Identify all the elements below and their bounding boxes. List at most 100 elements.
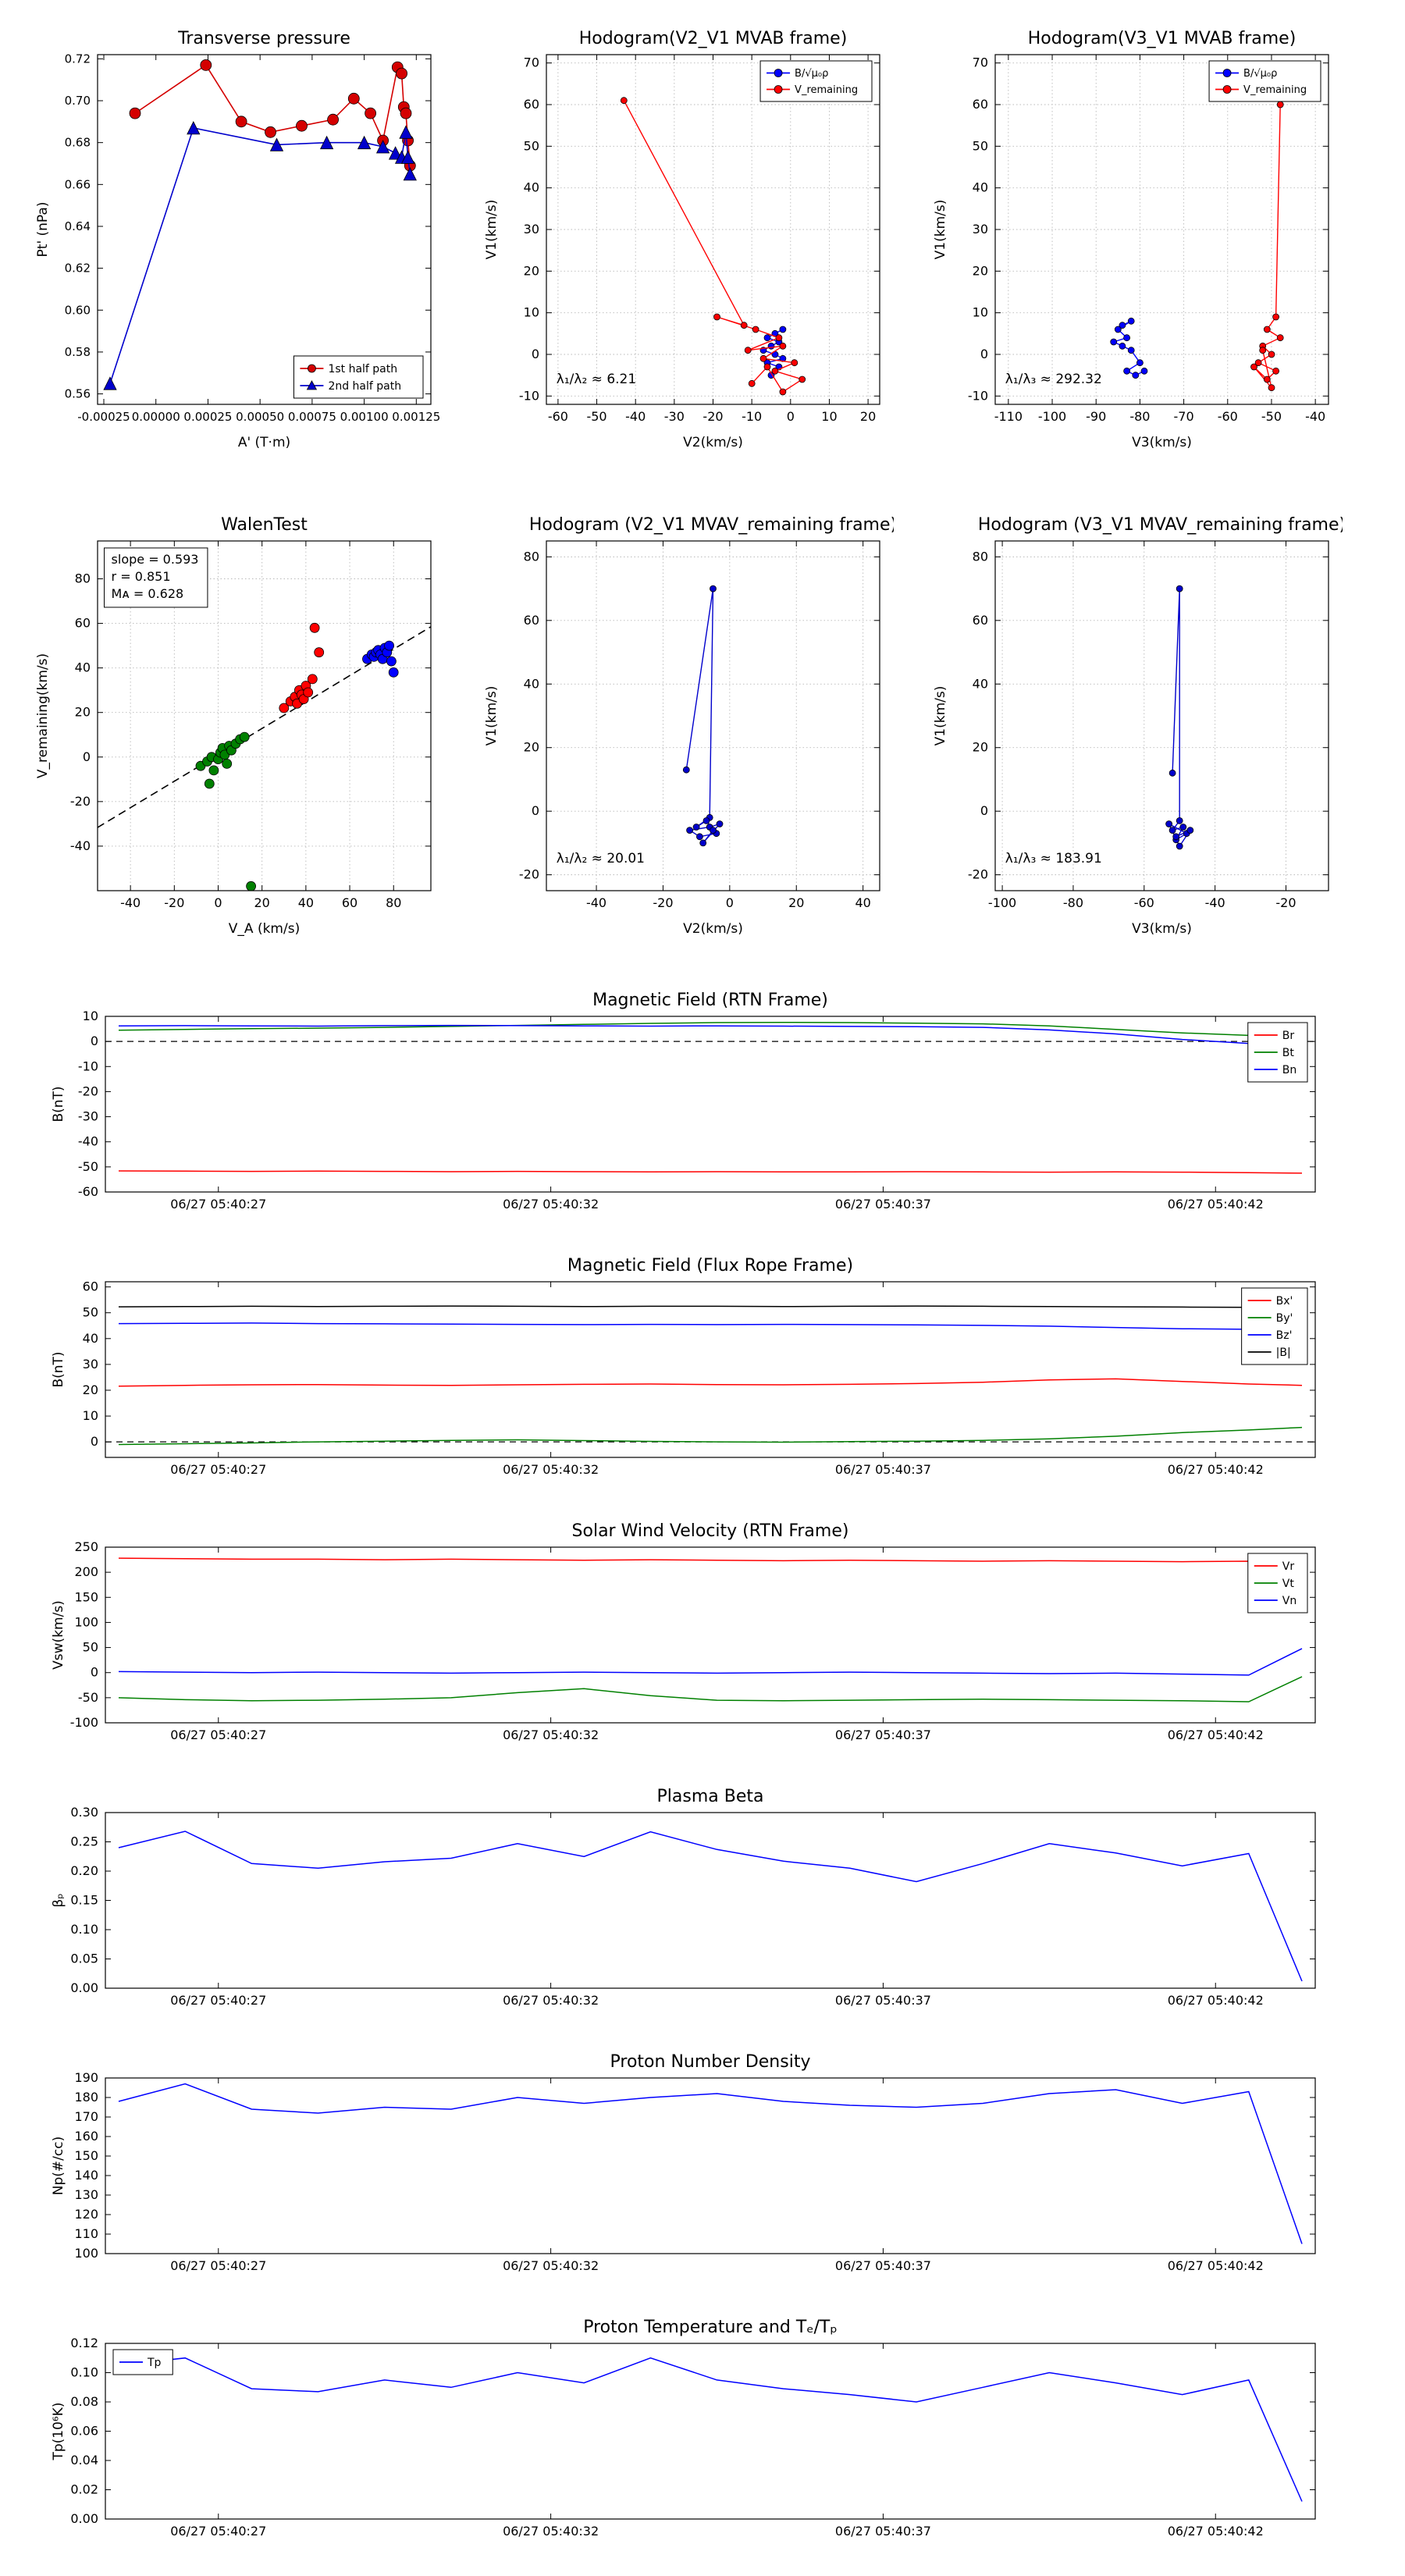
svg-text:50: 50	[524, 138, 539, 153]
svg-text:0.58: 0.58	[65, 345, 91, 359]
svg-text:20: 20	[75, 705, 91, 720]
svg-text:06/27 05:40:32: 06/27 05:40:32	[503, 1462, 599, 1477]
svg-text:0.00125: 0.00125	[392, 410, 440, 424]
svg-text:-110: -110	[994, 409, 1023, 424]
svg-text:-20: -20	[968, 867, 988, 882]
svg-text:-70: -70	[1174, 409, 1194, 424]
svg-text:0.70: 0.70	[65, 94, 91, 108]
svg-text:-100: -100	[988, 895, 1016, 910]
svg-text:V3(km/s): V3(km/s)	[1132, 921, 1192, 937]
svg-text:-80: -80	[1063, 895, 1083, 910]
svg-text:0: 0	[532, 803, 539, 818]
svg-text:Bt: Bt	[1282, 1047, 1295, 1059]
svg-text:0.25: 0.25	[70, 1834, 98, 1849]
svg-text:06/27 05:40:37: 06/27 05:40:37	[835, 2258, 931, 2273]
svg-text:0: 0	[726, 895, 734, 910]
svg-text:V1(km/s): V1(km/s)	[933, 686, 948, 746]
svg-text:0: 0	[787, 409, 795, 424]
svg-text:Vsw(km/s): Vsw(km/s)	[51, 1600, 66, 1670]
svg-text:60: 60	[973, 613, 988, 628]
svg-text:0.00050: 0.00050	[236, 410, 284, 424]
svg-text:0.02: 0.02	[70, 2482, 98, 2497]
svg-text:-40: -40	[1205, 895, 1225, 910]
svg-text:06/27 05:40:37: 06/27 05:40:37	[835, 2524, 931, 2539]
svg-text:-60: -60	[548, 409, 568, 424]
svg-text:-40: -40	[78, 1134, 98, 1149]
svg-text:V_remaining: V_remaining	[795, 84, 858, 96]
svg-text:130: 130	[74, 2187, 98, 2202]
svg-text:λ₁/λ₃ ≈ 183.91: λ₁/λ₃ ≈ 183.91	[1005, 851, 1102, 866]
svg-text:Tp(10⁶K): Tp(10⁶K)	[51, 2402, 66, 2460]
svg-text:40: 40	[855, 895, 870, 910]
svg-text:100: 100	[74, 2246, 98, 2261]
svg-text:V2(km/s): V2(km/s)	[683, 921, 743, 937]
svg-text:60: 60	[524, 97, 539, 112]
svg-text:-10: -10	[742, 409, 762, 424]
svg-text:120: 120	[74, 2207, 98, 2222]
svg-text:0: 0	[980, 347, 988, 361]
svg-text:-100: -100	[1038, 409, 1066, 424]
svg-text:20: 20	[973, 740, 988, 755]
svg-text:30: 30	[973, 222, 988, 237]
svg-text:-20: -20	[519, 867, 539, 882]
svg-text:0: 0	[980, 803, 988, 818]
svg-text:0: 0	[83, 749, 91, 764]
svg-text:0.20: 0.20	[70, 1863, 98, 1878]
svg-text:-20: -20	[70, 794, 91, 809]
svg-text:20: 20	[524, 740, 539, 755]
svg-text:-40: -40	[70, 838, 91, 853]
svg-text:06/27 05:40:32: 06/27 05:40:32	[503, 2524, 599, 2539]
svg-text:λ₁/λ₂ ≈ 20.01: λ₁/λ₂ ≈ 20.01	[557, 851, 645, 866]
svg-text:0.72: 0.72	[65, 52, 91, 66]
svg-text:06/27 05:40:32: 06/27 05:40:32	[503, 1993, 599, 2008]
svg-text:Plasma Beta: Plasma Beta	[657, 1787, 764, 1806]
svg-text:0.04: 0.04	[70, 2453, 98, 2467]
svg-text:70: 70	[973, 55, 988, 70]
svg-text:0.30: 0.30	[70, 1805, 98, 1820]
svg-text:-60: -60	[78, 1184, 98, 1199]
chart-proton-temperature: 06/27 05:40:27 06/27 05:40:32 06/27 05:40:…	[47, 2312, 1331, 2554]
svg-text:B/√μ₀ρ: B/√μ₀ρ	[795, 68, 828, 80]
svg-text:0: 0	[91, 1434, 98, 1449]
svg-text:Vt: Vt	[1282, 1578, 1295, 1590]
svg-text:50: 50	[83, 1640, 98, 1655]
svg-text:40: 40	[973, 180, 988, 195]
svg-text:0.06: 0.06	[70, 2424, 98, 2439]
chart-magnetic-rtn: 06/27 05:40:27 06/27 05:40:32 06/27 05:40:…	[47, 985, 1331, 1227]
svg-text:80: 80	[973, 549, 988, 564]
svg-text:-40: -40	[625, 409, 646, 424]
svg-text:0.05: 0.05	[70, 1952, 98, 1966]
svg-text:0.56: 0.56	[65, 387, 91, 401]
svg-text:-90: -90	[1086, 409, 1106, 424]
chart-transverse-pressure: -0.00025 0.00000 0.00025 0.00050 0.00075 0.00…	[31, 17, 445, 454]
svg-text:Vr: Vr	[1282, 1560, 1295, 1573]
svg-text:30: 30	[524, 222, 539, 237]
svg-text:06/27 05:40:42: 06/27 05:40:42	[1168, 1197, 1264, 1212]
svg-text:0.64: 0.64	[65, 219, 91, 233]
svg-text:Vn: Vn	[1282, 1595, 1297, 1607]
svg-text:-50: -50	[586, 409, 606, 424]
svg-text:160: 160	[74, 2129, 98, 2144]
svg-text:0.00100: 0.00100	[340, 410, 389, 424]
svg-text:V3(km/s): V3(km/s)	[1132, 435, 1192, 450]
svg-text:-20: -20	[78, 1083, 98, 1098]
svg-text:06/27 05:40:27: 06/27 05:40:27	[170, 2524, 266, 2539]
svg-text:06/27 05:40:42: 06/27 05:40:42	[1168, 2524, 1264, 2539]
svg-text:-40: -40	[586, 895, 606, 910]
svg-text:170: 170	[74, 2109, 98, 2124]
svg-text:0.00: 0.00	[70, 1980, 98, 1995]
svg-text:06/27 05:40:27: 06/27 05:40:27	[170, 1462, 266, 1477]
svg-text:20: 20	[860, 409, 876, 424]
chart-hodogram-v3v1-mvav: -100 -80 -60 -40 -20 -20 0 20 40 60 80 Hodogram (V3…	[929, 503, 1346, 941]
svg-text:40: 40	[524, 180, 539, 195]
svg-text:B(nT): B(nT)	[51, 1086, 66, 1122]
svg-text:0.12: 0.12	[70, 2336, 98, 2350]
svg-text:-60: -60	[1134, 895, 1154, 910]
svg-text:By': By'	[1276, 1312, 1293, 1325]
svg-text:-10: -10	[968, 388, 988, 403]
svg-text:-0.00025: -0.00025	[77, 410, 130, 424]
svg-text:60: 60	[342, 895, 357, 910]
svg-text:20: 20	[524, 263, 539, 278]
svg-text:40: 40	[298, 895, 314, 910]
